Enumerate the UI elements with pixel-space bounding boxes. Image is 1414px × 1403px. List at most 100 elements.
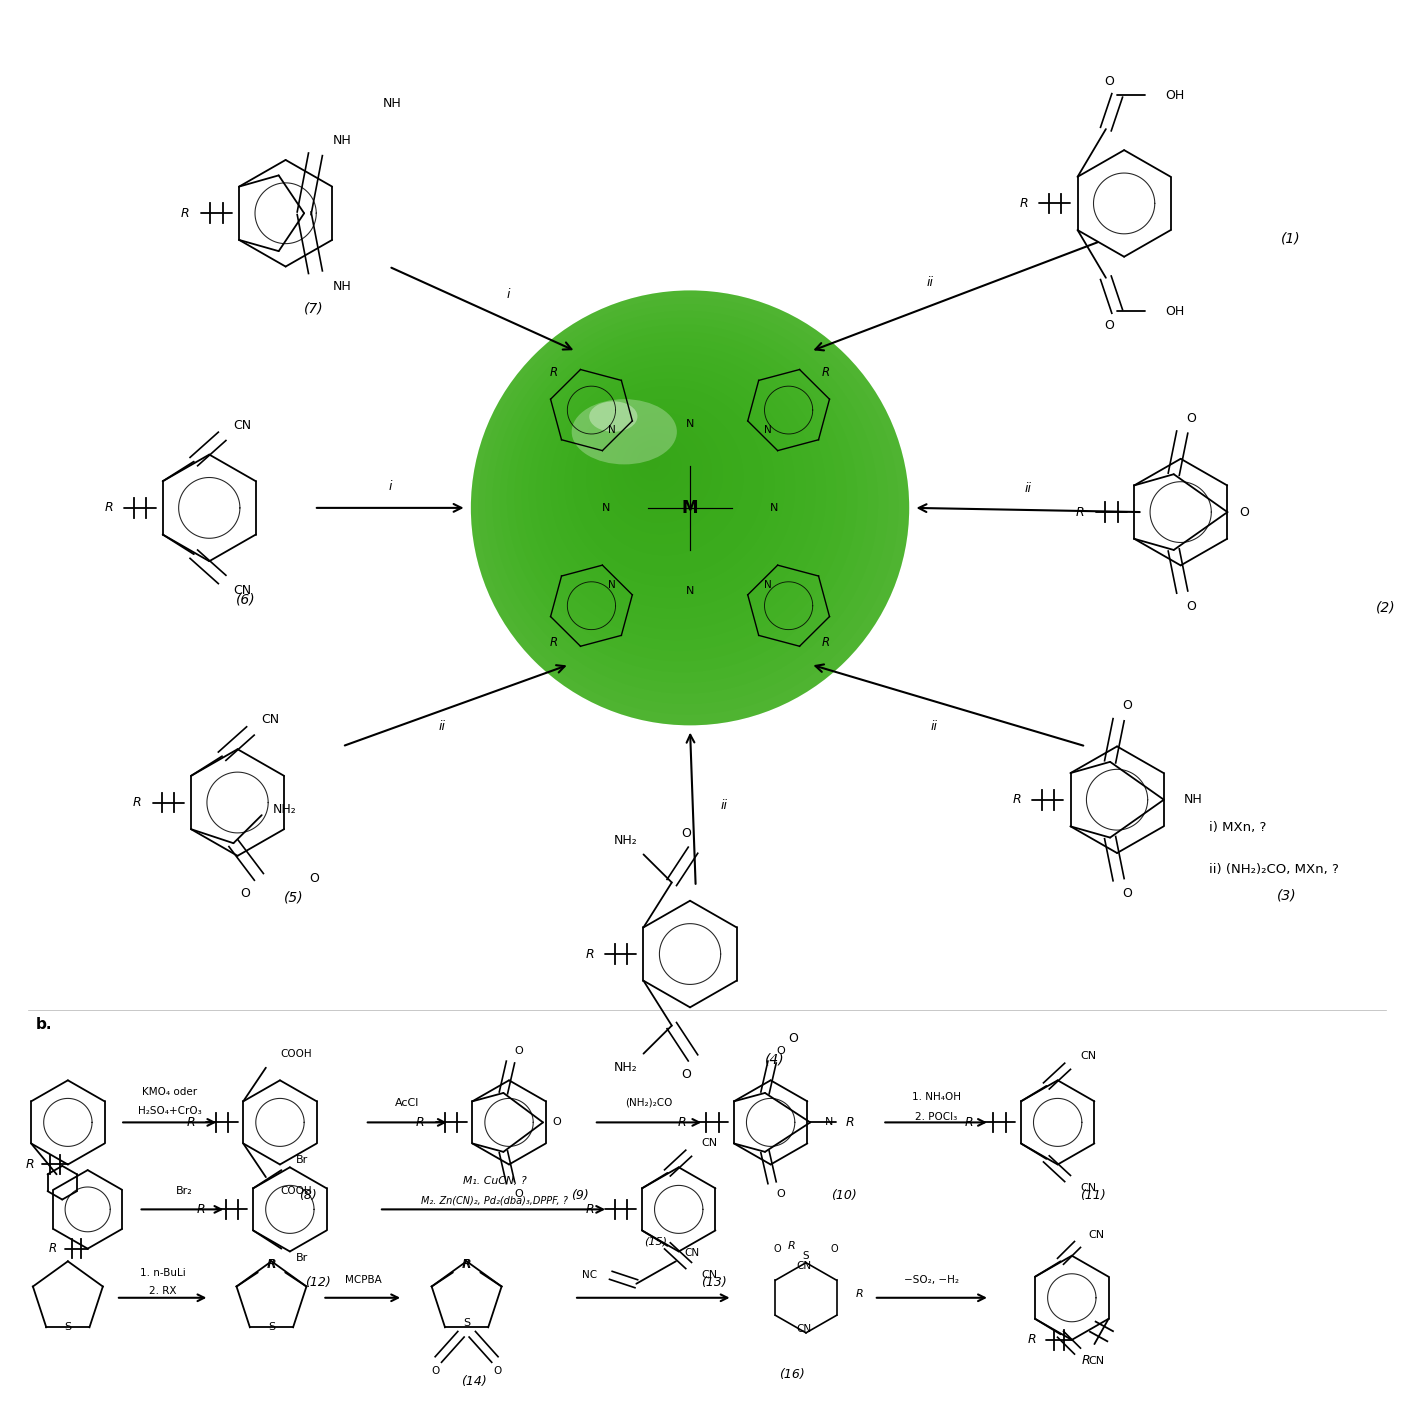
Text: R: R [25, 1157, 34, 1172]
Text: S: S [64, 1322, 72, 1331]
Text: O: O [1104, 74, 1114, 88]
Text: R: R [1028, 1333, 1036, 1347]
Text: NH: NH [332, 133, 351, 147]
Text: NH: NH [1184, 793, 1202, 807]
Circle shape [522, 338, 837, 651]
Text: N: N [824, 1117, 833, 1128]
Text: NH: NH [382, 97, 402, 111]
Text: i: i [389, 480, 392, 494]
Circle shape [515, 331, 847, 662]
Text: S: S [462, 1319, 471, 1329]
Circle shape [499, 317, 868, 683]
Text: (4): (4) [765, 1052, 785, 1066]
Text: CN: CN [233, 584, 252, 598]
Text: O: O [553, 1117, 561, 1128]
Text: R: R [788, 1240, 796, 1251]
Text: O: O [1186, 599, 1196, 613]
Text: R: R [462, 1257, 471, 1271]
Circle shape [578, 393, 754, 567]
Circle shape [543, 358, 806, 619]
Ellipse shape [590, 401, 638, 432]
Text: R: R [105, 501, 113, 515]
Text: ii: ii [1025, 483, 1032, 495]
Text: R: R [855, 1289, 863, 1299]
Text: N: N [771, 502, 778, 513]
Text: NH: NH [332, 279, 351, 293]
Text: (8): (8) [300, 1188, 317, 1202]
Text: NH₂: NH₂ [614, 833, 638, 847]
Text: N: N [765, 425, 772, 435]
Text: COOH: COOH [280, 1048, 311, 1059]
Text: CN: CN [796, 1261, 812, 1271]
Text: i: i [506, 289, 509, 302]
Text: (5): (5) [284, 891, 304, 905]
Text: AcCl: AcCl [395, 1097, 420, 1108]
Text: N: N [686, 419, 694, 429]
Text: CN: CN [233, 418, 252, 432]
Text: CN: CN [1089, 1355, 1104, 1367]
Text: ii: ii [926, 276, 933, 289]
Text: N: N [608, 581, 615, 591]
Text: R: R [550, 637, 559, 650]
Text: ii: ii [438, 720, 445, 732]
Text: CN: CN [701, 1270, 717, 1281]
Text: OH: OH [1165, 304, 1185, 318]
Circle shape [615, 427, 703, 513]
Text: R: R [133, 796, 141, 810]
Text: COOH: COOH [280, 1186, 311, 1197]
Text: i) MXn, ?: i) MXn, ? [1209, 821, 1267, 835]
Text: CN: CN [684, 1247, 700, 1258]
Text: (9): (9) [571, 1188, 588, 1202]
Circle shape [471, 290, 909, 725]
Text: 2. RX: 2. RX [148, 1285, 177, 1296]
Text: (7): (7) [304, 302, 324, 316]
Text: O: O [515, 1188, 523, 1200]
Text: O: O [682, 1068, 691, 1082]
Circle shape [601, 412, 723, 535]
Text: R: R [462, 1257, 471, 1271]
Text: 1. n-BuLi: 1. n-BuLi [140, 1267, 185, 1278]
Text: O: O [310, 871, 318, 885]
Text: R: R [585, 947, 594, 961]
Circle shape [557, 372, 785, 598]
Circle shape [550, 365, 796, 609]
Text: CN: CN [262, 713, 280, 727]
Text: CN: CN [701, 1138, 717, 1149]
Circle shape [478, 297, 899, 714]
Text: O: O [1240, 505, 1250, 519]
Circle shape [571, 386, 765, 577]
Circle shape [629, 439, 682, 492]
Circle shape [643, 453, 660, 470]
Text: O: O [682, 826, 691, 840]
Text: ii: ii [721, 798, 727, 812]
Text: O: O [1104, 318, 1114, 333]
Circle shape [485, 304, 888, 704]
Text: O: O [773, 1243, 782, 1254]
Text: O: O [493, 1365, 502, 1376]
Text: (2): (2) [1376, 600, 1396, 615]
Text: R: R [1082, 1354, 1090, 1368]
Text: R: R [197, 1202, 205, 1216]
Text: (6): (6) [236, 592, 256, 606]
Text: N: N [765, 581, 772, 591]
Text: (16): (16) [779, 1368, 805, 1382]
Text: R: R [1019, 196, 1028, 210]
Text: −SO₂, −H₂: −SO₂, −H₂ [905, 1274, 959, 1285]
Circle shape [608, 419, 713, 523]
Text: R: R [822, 366, 830, 379]
Text: R: R [267, 1257, 276, 1271]
Text: O: O [1186, 411, 1196, 425]
Text: MCPBA: MCPBA [345, 1274, 382, 1285]
Ellipse shape [571, 400, 677, 464]
Circle shape [636, 446, 672, 481]
Text: (15): (15) [645, 1236, 667, 1247]
Text: ii: ii [930, 720, 937, 732]
Text: R: R [1012, 793, 1021, 807]
Text: O: O [515, 1045, 523, 1056]
Circle shape [585, 398, 744, 556]
Circle shape [536, 352, 816, 630]
Circle shape [506, 324, 857, 672]
Text: R: R [550, 366, 559, 379]
Text: R: R [267, 1257, 276, 1271]
Circle shape [592, 405, 734, 544]
